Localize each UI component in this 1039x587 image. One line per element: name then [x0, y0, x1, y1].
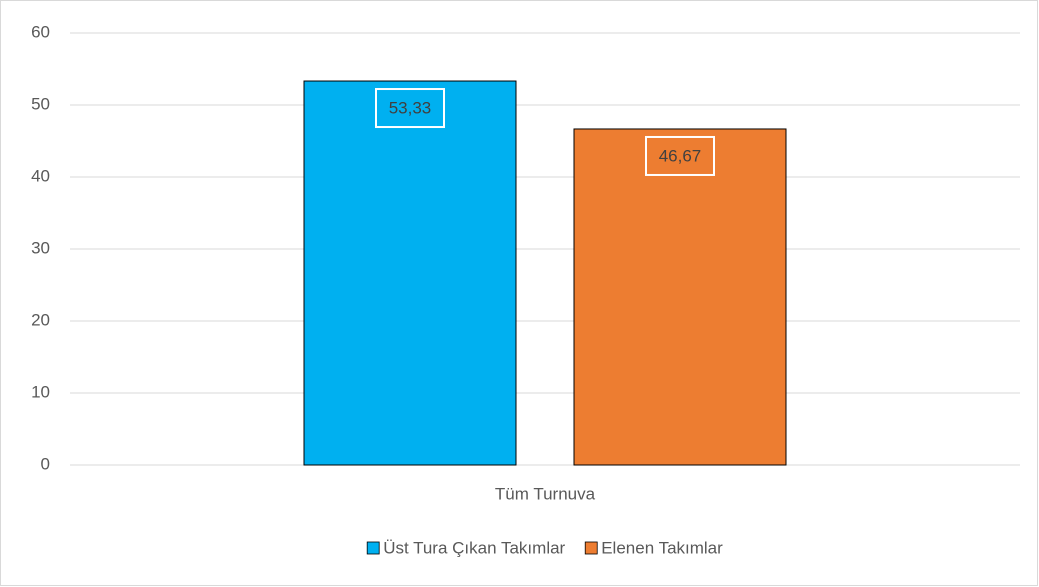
x-tick-label: Tüm Turnuva — [495, 484, 596, 503]
y-tick-label: 50 — [31, 94, 50, 113]
legend-swatch — [366, 541, 380, 555]
legend-label: Elenen Takımlar — [601, 538, 723, 557]
data-label-box — [375, 88, 445, 129]
legend-label: Üst Tura Çıkan Takımlar — [383, 538, 565, 557]
y-tick-label: 60 — [31, 22, 50, 41]
data-label: 53,33 — [389, 99, 432, 118]
bar — [303, 80, 517, 466]
bar — [573, 128, 787, 466]
data-label-box — [645, 135, 715, 176]
y-tick-label: 40 — [31, 166, 50, 185]
y-tick-label: 0 — [41, 454, 50, 473]
data-label: 46,67 — [659, 146, 702, 165]
y-tick-label: 30 — [31, 238, 50, 257]
y-tick-label: 20 — [31, 310, 50, 329]
legend-swatch — [584, 541, 598, 555]
y-tick-label: 10 — [31, 382, 50, 401]
